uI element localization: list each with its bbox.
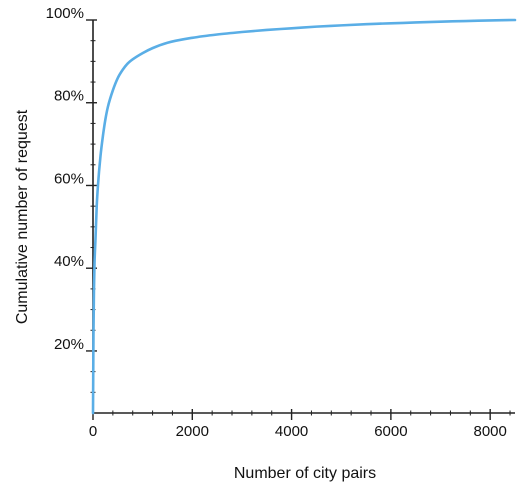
x-tick-label: 8000 <box>473 423 506 440</box>
x-tick-label: 0 <box>89 423 97 440</box>
x-tick-label: 4000 <box>275 423 308 440</box>
x-axis-title: Number of city pairs <box>234 465 376 482</box>
y-tick-label: 100% <box>46 5 84 22</box>
series-line-1 <box>91 18 517 415</box>
y-axis-title: Cumulative number of request <box>14 109 31 324</box>
x-tick-label: 2000 <box>176 423 209 440</box>
x-tick-label: 6000 <box>374 423 407 440</box>
y-tick-label: 40% <box>54 253 84 270</box>
y-tick-label: 60% <box>54 170 84 187</box>
y-tick-label: 80% <box>54 88 84 105</box>
y-tick-label: 20% <box>54 336 84 353</box>
